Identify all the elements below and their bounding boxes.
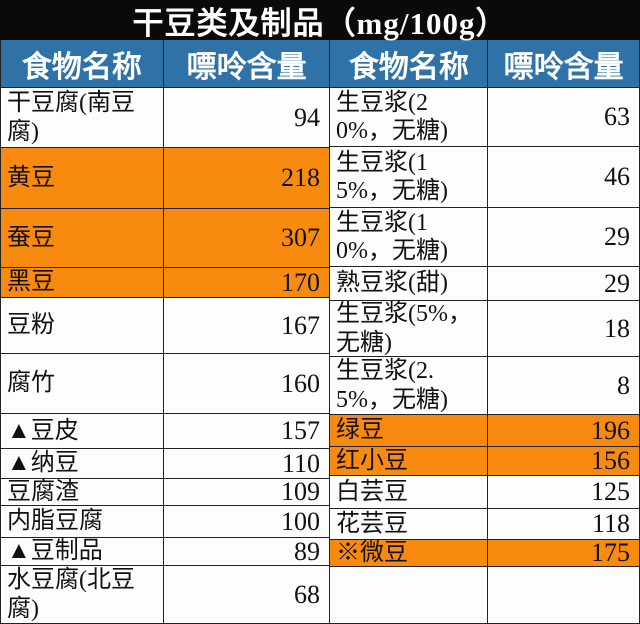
table-row: ▲豆制品 89 — [1, 538, 330, 566]
purine-value-cell: 46 — [488, 147, 640, 207]
table-row: 红小豆 156 — [330, 447, 640, 476]
food-name-cell: 干豆腐(南豆腐) — [1, 88, 164, 147]
table-row — [330, 567, 640, 624]
purine-value-cell: 109 — [164, 479, 330, 505]
table-row: ▲豆皮 157 — [1, 414, 330, 449]
table-row: 生豆浆(5%，无糖) 18 — [330, 301, 640, 357]
table-row: 白芸豆 125 — [330, 476, 640, 509]
table-row: ▲纳豆 110 — [1, 449, 330, 479]
food-name-cell: 腐竹 — [1, 354, 164, 413]
table-row: 黄豆 218 — [1, 148, 330, 209]
purine-value-cell: 167 — [164, 298, 330, 353]
table-row: 花芸豆 118 — [330, 509, 640, 540]
food-name-cell: 黑豆 — [1, 268, 164, 297]
purine-value-cell: 29 — [488, 208, 640, 266]
purine-value-cell: 125 — [488, 476, 640, 508]
table-row: 生豆浆(2.5%，无糖) 8 — [330, 357, 640, 415]
food-name-cell: ※微豆 — [330, 540, 488, 566]
purine-value-cell: 100 — [164, 506, 330, 537]
table-row: 生豆浆(10%，无糖) 29 — [330, 208, 640, 267]
purine-value-cell: 118 — [488, 509, 640, 539]
food-name-cell: 生豆浆(15%，无糖) — [330, 147, 488, 207]
header-purine-left: 嘌呤含量 — [163, 40, 331, 88]
food-name-cell: 红小豆 — [330, 447, 488, 475]
purine-value-cell: 307 — [164, 209, 330, 267]
purine-value-cell: 94 — [164, 88, 330, 147]
header-food-name-right: 食物名称 — [330, 40, 489, 88]
purine-value-cell: 68 — [164, 566, 330, 623]
food-name-cell: 黄豆 — [1, 148, 164, 208]
table-title: 干豆类及制品（mg/100g） — [0, 0, 640, 41]
table-row: 绿豆 196 — [330, 415, 640, 447]
purine-value-cell: 89 — [164, 538, 330, 565]
food-name-cell: 蚕豆 — [1, 209, 164, 267]
food-name-cell: 花芸豆 — [330, 509, 488, 539]
header-food-name-left: 食物名称 — [1, 40, 164, 88]
table-row: 干豆腐(南豆腐) 94 — [1, 88, 330, 148]
purine-value-cell — [488, 567, 640, 623]
table-row: 生豆浆(20%，无糖) 63 — [330, 88, 640, 147]
right-table: 生豆浆(20%，无糖) 63 生豆浆(15%，无糖) 46 生豆浆(10%，无糖) 29 熟… — [330, 88, 640, 624]
left-table: 干豆腐(南豆腐) 94 黄豆 218 蚕豆 307 黑豆 170 豆粉 167 腐竹 160 ▲豆皮 15… — [0, 88, 330, 624]
table-row: 黑豆 170 — [1, 268, 330, 298]
table-row: 内脂豆腐 100 — [1, 506, 330, 538]
table-row: 熟豆浆(甜) 29 — [330, 267, 640, 301]
purine-value-cell: 218 — [164, 148, 330, 208]
purine-value-cell: 170 — [164, 268, 330, 297]
food-name-cell: 豆腐渣 — [1, 479, 164, 505]
food-name-cell: 生豆浆(5%，无糖) — [330, 301, 488, 356]
table-row: ※微豆 175 — [330, 540, 640, 567]
table-row: 豆粉 167 — [1, 298, 330, 354]
food-name-cell: 豆粉 — [1, 298, 164, 353]
food-name-cell: 白芸豆 — [330, 476, 488, 508]
header-purine-right: 嘌呤含量 — [488, 40, 640, 88]
table-row: 蚕豆 307 — [1, 209, 330, 268]
food-name-cell: ▲豆制品 — [1, 538, 164, 565]
purine-value-cell: 196 — [488, 415, 640, 446]
purine-value-cell: 175 — [488, 540, 640, 566]
table-row: 生豆浆(15%，无糖) 46 — [330, 147, 640, 208]
table-header: 食物名称 嘌呤含量 食物名称 嘌呤含量 — [0, 40, 640, 88]
food-name-cell — [330, 567, 488, 623]
table-row: 水豆腐(北豆腐) 68 — [1, 566, 330, 624]
purine-value-cell: 29 — [488, 267, 640, 300]
food-name-cell: 熟豆浆(甜) — [330, 267, 488, 300]
food-name-cell: ▲纳豆 — [1, 449, 164, 478]
food-name-cell: 生豆浆(2.5%，无糖) — [330, 357, 488, 414]
food-name-cell: 生豆浆(20%，无糖) — [330, 88, 488, 146]
purine-value-cell: 63 — [488, 88, 640, 146]
purine-value-cell: 110 — [164, 449, 330, 478]
food-name-cell: 内脂豆腐 — [1, 506, 164, 537]
purine-value-cell: 160 — [164, 354, 330, 413]
purine-value-cell: 18 — [488, 301, 640, 356]
food-name-cell: ▲豆皮 — [1, 414, 164, 448]
table-row: 腐竹 160 — [1, 354, 330, 414]
purine-value-cell: 157 — [164, 414, 330, 448]
table-body: 干豆腐(南豆腐) 94 黄豆 218 蚕豆 307 黑豆 170 豆粉 167 腐竹 160 ▲豆皮 15… — [0, 88, 640, 624]
purine-value-cell: 8 — [488, 357, 640, 414]
purine-value-cell: 156 — [488, 447, 640, 475]
food-name-cell: 绿豆 — [330, 415, 488, 446]
food-name-cell: 水豆腐(北豆腐) — [1, 566, 164, 623]
food-name-cell: 生豆浆(10%，无糖) — [330, 208, 488, 266]
table-row: 豆腐渣 109 — [1, 479, 330, 506]
